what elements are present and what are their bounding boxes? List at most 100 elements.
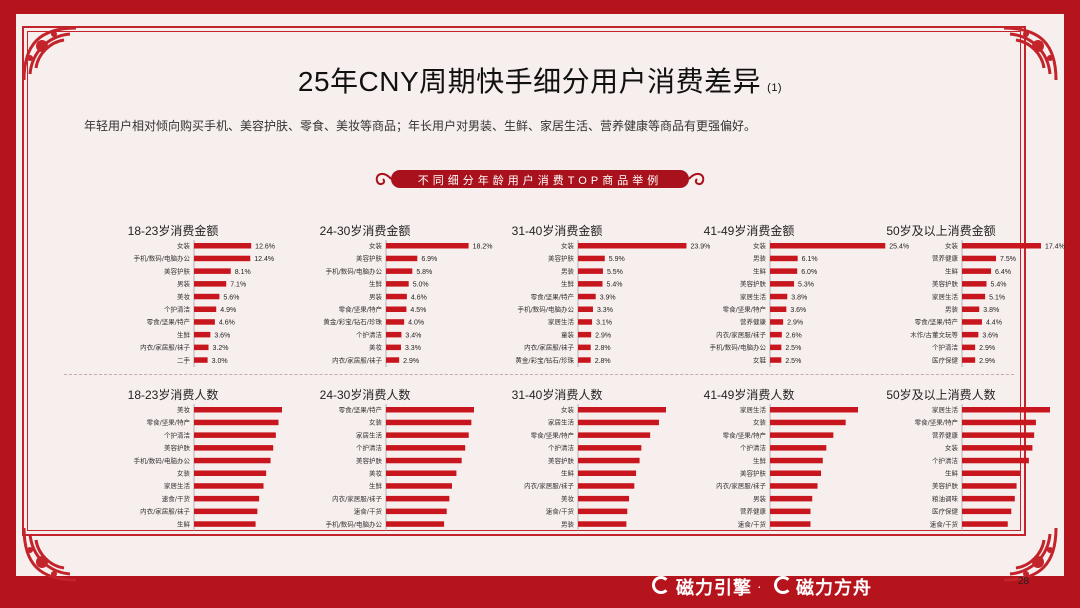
cili-ark-logo-icon bbox=[774, 576, 792, 594]
chart-title: 50岁及以上消费金额 bbox=[886, 224, 996, 238]
category-label: 二手 bbox=[177, 355, 191, 364]
chart-title: 31-40岁消费人数 bbox=[511, 388, 603, 402]
bar-chart-10: 50岁及以上消费人数 家居生活 零食/坚果/特产 营养健康 女装 个护清洁 生鲜 美容护肤 粮油… bbox=[846, 386, 1050, 536]
bar bbox=[194, 508, 258, 515]
category-label: 生鲜 bbox=[561, 469, 575, 478]
bar bbox=[578, 293, 596, 300]
category-label: 内衣/家居服/袜子 bbox=[140, 343, 190, 352]
data-label: 7.5% bbox=[1000, 256, 1016, 263]
bar bbox=[962, 357, 976, 363]
category-label: 手机/数码/电脑办公 bbox=[134, 456, 191, 465]
data-label: 4.5% bbox=[410, 307, 426, 314]
category-label: 女装 bbox=[369, 241, 383, 250]
bar bbox=[770, 268, 798, 274]
data-label: 17.4% bbox=[1045, 244, 1065, 251]
category-label: 手机/数码/电脑办公 bbox=[518, 305, 575, 314]
bar bbox=[194, 445, 274, 451]
bar bbox=[194, 306, 217, 312]
bar bbox=[962, 508, 1012, 515]
bar bbox=[578, 255, 605, 262]
category-label: 生鲜 bbox=[561, 279, 575, 288]
bar bbox=[770, 255, 798, 262]
bar bbox=[194, 268, 231, 274]
category-label: 木作/古董文玩等 bbox=[910, 330, 958, 339]
category-label: 营养健康 bbox=[932, 430, 959, 439]
chart-plot: 女装家居生活零食/坚果/特产个护清洁美容护肤生鲜内衣/家居服/袜子美妆速食/干货… bbox=[524, 404, 666, 531]
category-label: 美容护肤 bbox=[740, 279, 767, 288]
bar bbox=[386, 255, 418, 262]
bar bbox=[962, 243, 1041, 249]
title-footnote: (1) bbox=[767, 82, 783, 94]
brand-right: 磁力方舟 bbox=[796, 578, 872, 598]
category-label: 零食/坚果/特产 bbox=[915, 317, 959, 326]
data-label: 5.1% bbox=[989, 294, 1005, 301]
bar bbox=[194, 432, 276, 438]
category-label: 家居生活 bbox=[932, 405, 959, 414]
category-label: 黄金/彩宝/钻石/珍珠 bbox=[323, 317, 382, 326]
brand-left: 磁力引擎 bbox=[676, 578, 752, 598]
data-label: 4.0% bbox=[408, 320, 424, 327]
chart-plot: 美妆零食/坚果/特产个护清洁美容护肤手机/数码/电脑办公女装家居生活速食/干货内… bbox=[134, 404, 282, 531]
category-label: 内衣/家居服/袜子 bbox=[332, 494, 382, 503]
category-label: 女装 bbox=[753, 418, 767, 427]
bar bbox=[770, 357, 782, 363]
bar bbox=[770, 521, 811, 527]
banner-bar bbox=[391, 170, 689, 188]
footer: 磁力引擎 · 磁力方舟 bbox=[0, 568, 1080, 608]
bar bbox=[386, 419, 472, 426]
bar bbox=[962, 470, 1021, 476]
bar bbox=[386, 344, 401, 351]
data-label: 6.9% bbox=[421, 256, 437, 263]
data-label: 5.5% bbox=[607, 269, 623, 276]
category-label: 个护清洁 bbox=[932, 343, 959, 352]
chart-title: 24-30岁消费金额 bbox=[319, 224, 411, 238]
bar bbox=[386, 268, 413, 274]
bar bbox=[386, 243, 469, 249]
bar bbox=[770, 470, 822, 476]
bar bbox=[578, 281, 603, 287]
category-label: 零食/坚果/特产 bbox=[915, 418, 959, 427]
data-label: 2.9% bbox=[403, 358, 419, 365]
category-label: 零食/坚果/特产 bbox=[147, 317, 191, 326]
category-label: 零食/坚果/特产 bbox=[147, 418, 191, 427]
category-label: 个护清洁 bbox=[548, 443, 575, 452]
inner-frame bbox=[27, 31, 1021, 531]
bar bbox=[770, 243, 886, 249]
data-label: 3.2% bbox=[213, 345, 229, 352]
bar bbox=[578, 508, 628, 515]
category-label: 女装 bbox=[369, 418, 383, 427]
bar bbox=[194, 331, 211, 338]
category-label: 男装 bbox=[177, 279, 191, 288]
category-label: 速食/干货 bbox=[546, 507, 575, 516]
chart-plot: 女装 17.4% 营养健康 7.5% 生鲜 6.4% 美容护肤 5.4% 家居生活 5.1% 男装 3… bbox=[910, 240, 1065, 367]
category-label: 美容护肤 bbox=[164, 443, 191, 452]
bar-chart-3: 31-40岁消费金额 女装 23.9% 美容护肤 5.9% 男装 5.5% 生鲜 5.4% 零食/… bbox=[462, 222, 710, 372]
category-label: 生鲜 bbox=[177, 330, 191, 339]
bar bbox=[194, 255, 251, 262]
category-label: 童装 bbox=[561, 330, 575, 339]
category-label: 生鲜 bbox=[369, 279, 383, 288]
corner-ornament-icon bbox=[20, 24, 80, 84]
bar bbox=[962, 281, 987, 287]
category-label: 女装 bbox=[561, 241, 575, 250]
category-label: 美容护肤 bbox=[356, 456, 383, 465]
chart-title: 24-30岁消费人数 bbox=[319, 388, 411, 402]
category-label: 内衣/家居服/袜子 bbox=[524, 481, 574, 490]
bar bbox=[962, 457, 1029, 464]
bar bbox=[770, 445, 827, 451]
data-label: 3.6% bbox=[790, 307, 806, 314]
bar bbox=[578, 331, 592, 338]
data-label: 4.9% bbox=[220, 307, 236, 314]
bar bbox=[194, 495, 260, 502]
bar bbox=[194, 457, 271, 464]
category-label: 内衣/家居服/袜子 bbox=[332, 355, 382, 364]
data-label: 3.1% bbox=[596, 320, 612, 327]
data-label: 5.8% bbox=[416, 269, 432, 276]
category-label: 速食/干货 bbox=[354, 507, 383, 516]
bar bbox=[962, 483, 1017, 489]
swirl-right-icon bbox=[688, 173, 705, 186]
bar bbox=[962, 344, 976, 351]
category-label: 女装 bbox=[753, 241, 767, 250]
data-label: 5.4% bbox=[607, 282, 623, 289]
chart-plot: 零食/坚果/特产女装家居生活个护清洁美容护肤美妆生鲜内衣/家居服/袜子速食/干货… bbox=[326, 404, 474, 531]
